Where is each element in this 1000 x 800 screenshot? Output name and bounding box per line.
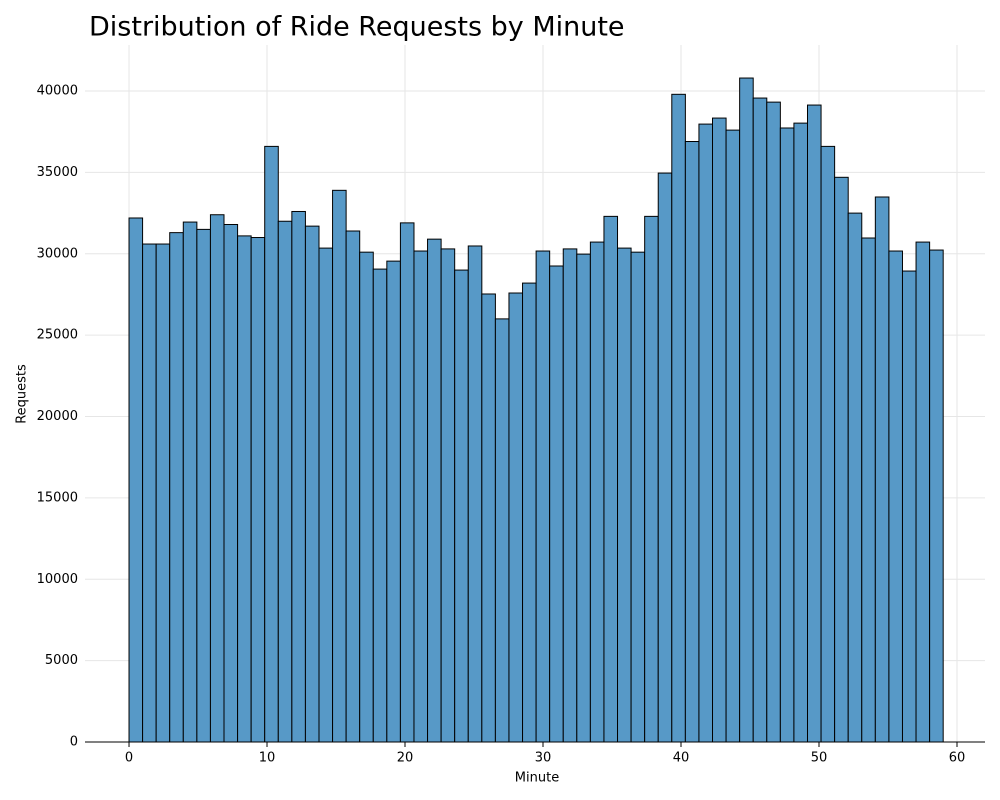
bar (793, 122, 808, 743)
bar (169, 232, 184, 743)
bar (603, 215, 619, 743)
bar (861, 237, 876, 743)
bar (304, 225, 320, 743)
bar (359, 251, 374, 743)
bar (576, 253, 591, 743)
bar (549, 265, 564, 743)
y-tick-label: 20000 (37, 409, 78, 424)
bar (766, 101, 781, 743)
bar (752, 97, 768, 743)
x-tick-label: 0 (125, 751, 133, 766)
bar (142, 243, 157, 743)
bar (779, 127, 795, 743)
x-axis-label: Minute (515, 771, 559, 786)
bar (874, 196, 890, 743)
x-tick-label: 40 (673, 751, 690, 766)
bar (562, 248, 578, 743)
bar (372, 268, 388, 743)
bar (209, 214, 225, 743)
y-tick-label: 30000 (37, 246, 78, 261)
y-tick-label: 25000 (37, 328, 78, 343)
bar (494, 318, 510, 743)
bar (277, 220, 293, 743)
x-tick-label: 60 (949, 751, 966, 766)
y-axis-label: Requests (15, 364, 30, 424)
x-tick-label: 20 (397, 751, 414, 766)
bar (820, 145, 836, 743)
bar (684, 141, 700, 743)
bar (508, 292, 524, 743)
y-tick-label: 0 (70, 735, 78, 750)
x-tick-label: 30 (535, 751, 552, 766)
bar (834, 176, 849, 743)
bar (413, 250, 429, 743)
bar (806, 104, 822, 743)
bar (712, 117, 727, 743)
x-tick-label: 10 (259, 751, 276, 766)
bar (671, 93, 686, 743)
bar (399, 222, 415, 743)
bar (440, 248, 456, 743)
bar (264, 145, 279, 743)
bar (657, 172, 673, 743)
bar (291, 210, 306, 743)
bar (901, 270, 917, 743)
bar (250, 237, 266, 743)
bar (182, 221, 198, 743)
bar (237, 235, 252, 743)
bar (698, 123, 714, 743)
bar (739, 77, 754, 743)
y-tick-label: 40000 (37, 84, 78, 99)
bar (888, 250, 903, 743)
bar (196, 228, 211, 743)
y-tick-label: 10000 (37, 572, 78, 587)
bar (929, 249, 944, 743)
y-tick-label: 35000 (37, 165, 78, 180)
bar (427, 238, 442, 743)
bar (155, 243, 171, 743)
bar (644, 215, 659, 743)
bar (467, 245, 483, 743)
bar (589, 241, 605, 743)
bar (454, 269, 469, 743)
y-tick-label: 15000 (37, 490, 78, 505)
bar (318, 247, 334, 743)
bar (522, 282, 537, 743)
bar (725, 129, 741, 743)
bar (223, 223, 239, 743)
bar (617, 247, 632, 743)
bar (128, 217, 144, 743)
bar (481, 293, 496, 743)
bar (332, 189, 347, 743)
bar (345, 230, 361, 743)
bar (847, 212, 863, 743)
bar (915, 241, 931, 743)
bar (630, 251, 646, 743)
bar (535, 250, 551, 743)
chart-title: Distribution of Ride Requests by Minute (89, 12, 625, 43)
y-tick-label: 5000 (45, 653, 78, 668)
x-tick-label: 50 (811, 751, 828, 766)
bar (386, 260, 401, 743)
